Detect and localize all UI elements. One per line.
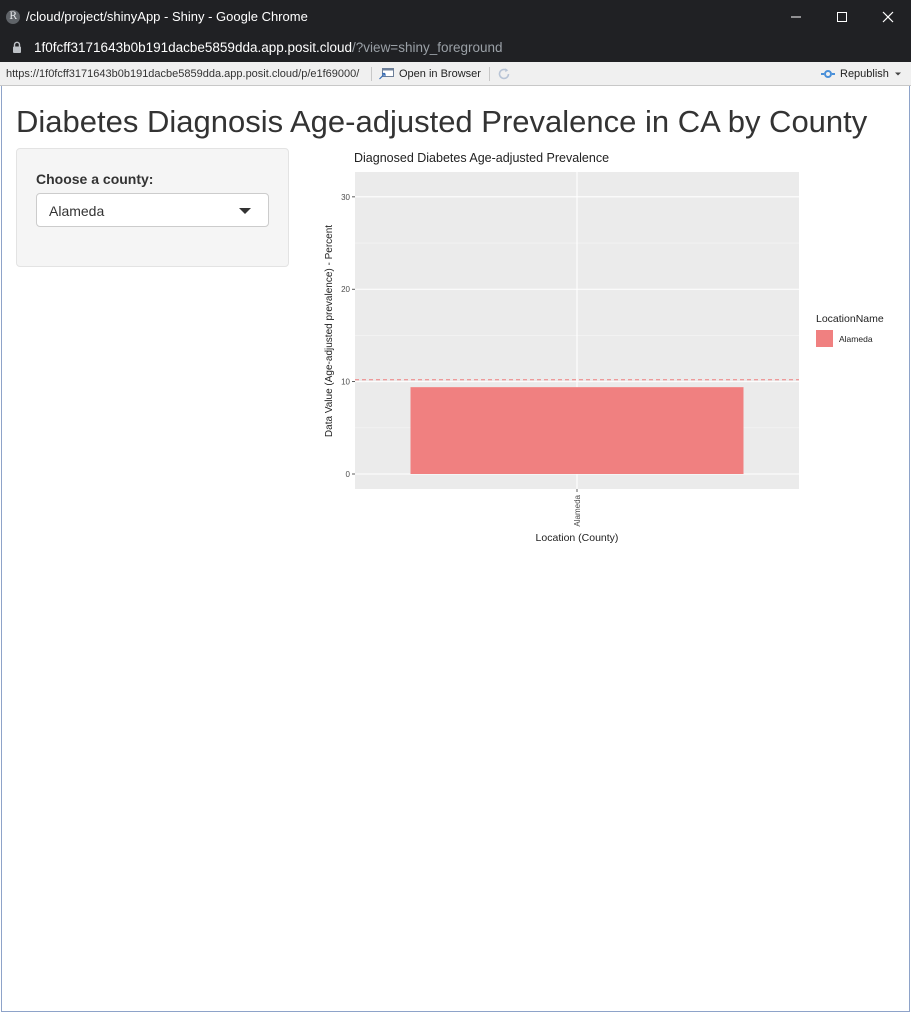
minimize-icon — [791, 16, 801, 18]
x-axis: Alameda — [573, 489, 582, 527]
address-url[interactable]: 1f0fcff3171643b0b191dacbe5859dda.app.pos… — [34, 40, 503, 55]
url-path: /?view=shiny_foreground — [352, 40, 503, 55]
y-tick-label: 10 — [341, 378, 350, 387]
chart-title: Diagnosed Diabetes Age-adjusted Prevalen… — [354, 151, 609, 165]
y-tick-label: 20 — [341, 285, 350, 294]
y-tick-label: 0 — [346, 470, 351, 479]
county-select-value: Alameda — [49, 203, 105, 219]
browser-window-icon — [379, 68, 394, 80]
viewer-url: https://1f0fcff3171643b0b191dacbe5859dda… — [6, 68, 360, 80]
y-tick-label: 30 — [341, 193, 350, 202]
url-host: 1f0fcff3171643b0b191dacbe5859dda.app.pos… — [34, 40, 353, 55]
caret-down-icon — [239, 208, 251, 214]
legend-items: Alameda — [816, 330, 873, 347]
open-in-browser-label: Open in Browser — [399, 68, 481, 80]
bar-alameda — [410, 387, 744, 474]
rstudio-app-icon: R — [6, 10, 20, 24]
bars — [410, 387, 744, 474]
page-title: Diabetes Diagnosis Age-adjusted Prevalen… — [16, 104, 868, 139]
minimize-button[interactable] — [773, 0, 819, 34]
county-select-label: Choose a county: — [36, 171, 154, 187]
address-bar[interactable]: 1f0fcff3171643b0b191dacbe5859dda.app.pos… — [0, 34, 911, 62]
republish-icon — [821, 70, 835, 78]
close-button[interactable] — [865, 0, 911, 34]
county-select[interactable]: Alameda — [36, 193, 269, 227]
y-axis: 0 10 20 30 — [341, 193, 355, 479]
y-axis-label: Data Value (Age-adjusted prevalence) - P… — [324, 225, 335, 437]
legend-swatch — [816, 330, 833, 347]
close-icon — [882, 11, 894, 23]
legend-title: LocationName — [816, 313, 884, 325]
toolbar-divider — [371, 67, 372, 81]
sidebar-panel: Choose a county: Alameda — [16, 148, 289, 267]
viewer-toolbar: https://1f0fcff3171643b0b191dacbe5859dda… — [0, 62, 911, 86]
republish-button[interactable]: Republish — [820, 66, 903, 82]
window-title: /cloud/project/shinyApp - Shiny - Google… — [26, 9, 308, 24]
refresh-icon[interactable] — [497, 67, 511, 81]
toolbar-divider — [489, 67, 490, 81]
legend: LocationName Alameda — [816, 313, 884, 347]
chevron-down-icon — [894, 72, 901, 76]
legend-entry-label: Alameda — [839, 334, 873, 344]
maximize-button[interactable] — [819, 0, 865, 34]
shiny-app-page: Diabetes Diagnosis Age-adjusted Prevalen… — [1, 86, 910, 1012]
republish-label: Republish — [840, 68, 889, 80]
maximize-icon — [837, 12, 847, 22]
x-tick-label: Alameda — [573, 494, 582, 526]
open-in-browser-button[interactable]: Open in Browser — [379, 66, 481, 82]
window-title-bar: R /cloud/project/shinyApp - Shiny - Goog… — [0, 0, 911, 34]
prevalence-bar-chart: Diagnosed Diabetes Age-adjusted Prevalen… — [324, 151, 884, 544]
x-axis-label: Location (County) — [536, 532, 619, 544]
lock-icon — [13, 41, 21, 53]
